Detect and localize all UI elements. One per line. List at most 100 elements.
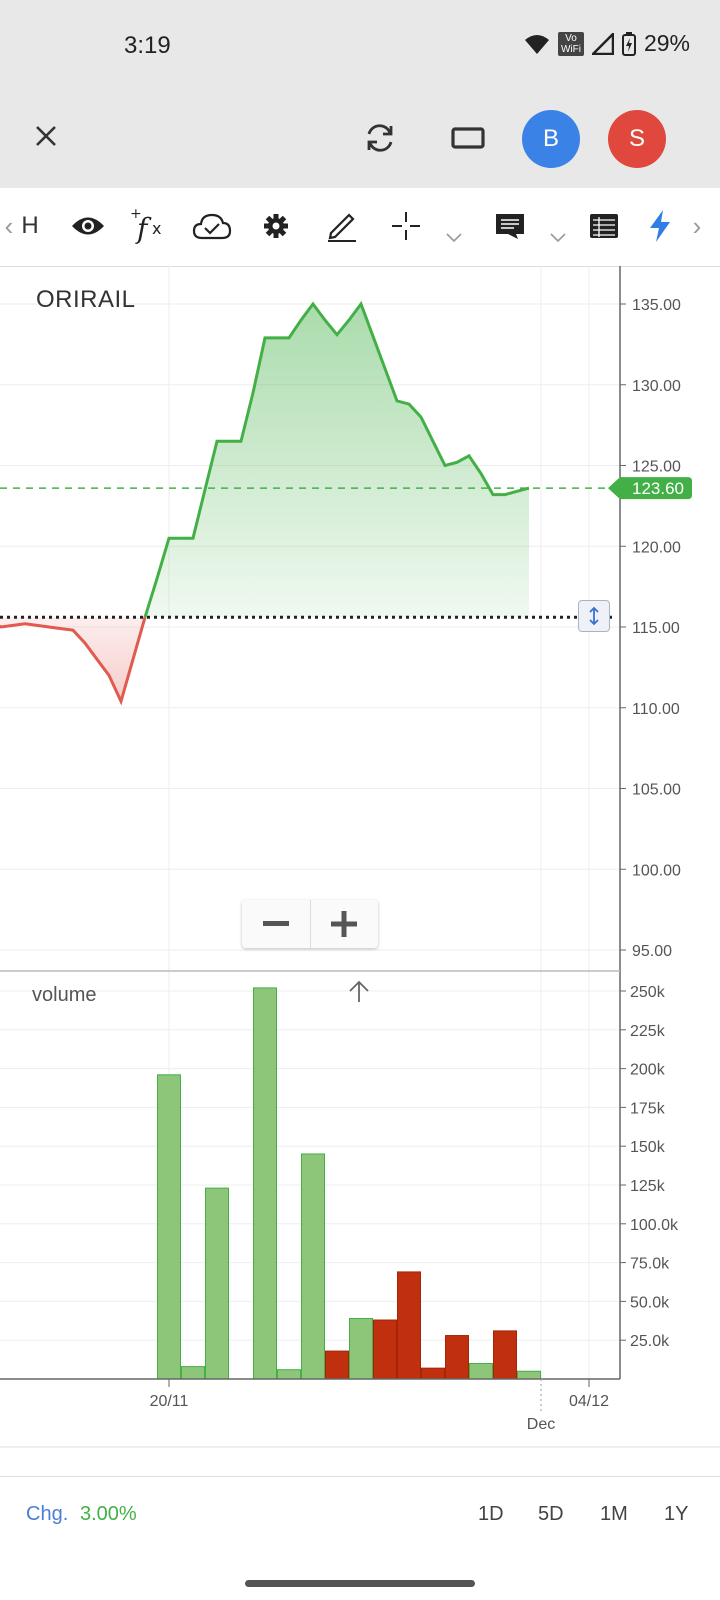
price-tick-label: 105.00 bbox=[632, 782, 681, 799]
pencil-icon bbox=[328, 213, 356, 242]
quick-trade-button[interactable] bbox=[642, 204, 678, 248]
last-price-label: 123.60 bbox=[632, 479, 684, 498]
symbol-label: ORIRAIL bbox=[36, 286, 136, 313]
volume-bar-down[interactable] bbox=[493, 1330, 517, 1380]
price-tick-label: 95.00 bbox=[632, 943, 672, 960]
price-tick-label: 130.00 bbox=[632, 378, 681, 395]
price-tick-label: 125.00 bbox=[632, 459, 681, 476]
plus-icon bbox=[331, 911, 358, 937]
home-indicator bbox=[245, 1580, 475, 1587]
toolbar-scroll-left[interactable]: ‹ bbox=[4, 210, 14, 241]
chevron-down-icon bbox=[550, 233, 566, 243]
settings-button[interactable] bbox=[254, 204, 298, 248]
status-time: 3:19 bbox=[124, 32, 171, 59]
crosshair-icon bbox=[392, 212, 420, 240]
volume-tick-label: 200k bbox=[630, 1062, 666, 1079]
refresh-button[interactable] bbox=[358, 116, 402, 160]
window-icon bbox=[451, 127, 485, 149]
volume-bar-up[interactable] bbox=[181, 1366, 205, 1380]
svg-text:+: + bbox=[130, 206, 142, 222]
last-price-tag bbox=[608, 477, 692, 500]
price-tick-label: 115.00 bbox=[632, 620, 680, 637]
volume-bar-up[interactable] bbox=[277, 1369, 301, 1380]
change-label: Chg. bbox=[26, 1503, 69, 1525]
cloud-save-button[interactable] bbox=[190, 204, 234, 248]
zoom-in-button[interactable] bbox=[311, 900, 379, 948]
volume-bar-up[interactable] bbox=[157, 1074, 181, 1380]
price-line-above-baseline bbox=[143, 300, 530, 618]
zoom-out-button[interactable] bbox=[242, 900, 311, 948]
volume-bar-up[interactable] bbox=[517, 1370, 541, 1380]
chart-canvas[interactable]: 135.00 130.00 125.00 120.00 115.00 110.00 105.… bbox=[0, 266, 720, 1476]
volume-bar-up[interactable] bbox=[253, 987, 277, 1380]
volume-bar-up[interactable] bbox=[469, 1362, 493, 1380]
volume-tick-label: 175k bbox=[630, 1100, 666, 1117]
volume-tick-label: 150k bbox=[630, 1139, 666, 1156]
volume-bar-down[interactable] bbox=[373, 1319, 397, 1380]
svg-text:x: x bbox=[152, 219, 161, 238]
chart-toolbar: ‹ H + f x › bbox=[0, 188, 720, 267]
volume-bar-down[interactable] bbox=[325, 1350, 349, 1380]
price-line-below-baseline bbox=[0, 616, 147, 706]
zoom-controls bbox=[242, 900, 378, 948]
arrow-up-icon bbox=[349, 980, 369, 1002]
price-tick-label: 120.00 bbox=[632, 539, 681, 556]
volume-bar-up[interactable] bbox=[301, 1153, 325, 1380]
volume-tick-label: 25.0k bbox=[630, 1333, 670, 1350]
volume-bar-down[interactable] bbox=[397, 1271, 421, 1380]
chart-area: 135.00 130.00 125.00 120.00 115.00 110.00 105.… bbox=[0, 266, 720, 1476]
volume-tick-label: 75.0k bbox=[630, 1256, 670, 1273]
visibility-button[interactable] bbox=[66, 204, 110, 248]
status-icons: Vo WiFi 29% bbox=[524, 30, 690, 57]
range-1y-button[interactable]: 1Y bbox=[664, 1503, 689, 1525]
indicators-button[interactable]: + f x bbox=[126, 204, 170, 248]
baseline-drag-handle[interactable] bbox=[578, 600, 610, 632]
volume-bar-down[interactable] bbox=[421, 1367, 445, 1380]
battery-percent: 29% bbox=[643, 30, 690, 56]
volume-bar-up[interactable] bbox=[205, 1187, 229, 1380]
draw-button[interactable] bbox=[320, 204, 364, 248]
gear-icon bbox=[264, 214, 288, 238]
signal-icon bbox=[591, 32, 614, 55]
close-button[interactable] bbox=[24, 114, 68, 158]
toolbar-scroll-right[interactable]: › bbox=[692, 210, 702, 241]
x-tick-label: 04/12 bbox=[569, 1393, 609, 1410]
eye-icon bbox=[72, 217, 104, 235]
avatar-s[interactable]: S bbox=[608, 110, 666, 168]
status-bar: 3:19 Vo WiFi 29% bbox=[0, 0, 720, 92]
range-5d-button[interactable]: 5D bbox=[538, 1503, 564, 1525]
comment-button[interactable] bbox=[488, 204, 532, 248]
volume-tick-label: 225k bbox=[630, 1023, 666, 1040]
crosshair-dropdown[interactable] bbox=[442, 216, 466, 260]
comment-dropdown[interactable] bbox=[546, 216, 570, 260]
volume-tick-label: 100.0k bbox=[630, 1217, 679, 1234]
lightning-icon bbox=[650, 210, 670, 242]
volume-bar-down[interactable] bbox=[445, 1335, 469, 1380]
avatar-b[interactable]: B bbox=[522, 110, 580, 168]
vowifi-icon: Vo WiFi bbox=[557, 31, 584, 56]
range-1d-button[interactable]: 1D bbox=[478, 1503, 504, 1525]
range-1m-button[interactable]: 1M bbox=[600, 1503, 628, 1525]
price-area-below-baseline bbox=[0, 617, 145, 702]
wifi-icon bbox=[524, 34, 549, 54]
app-header: B S bbox=[0, 92, 720, 188]
panel-expand-button[interactable] bbox=[346, 978, 372, 1004]
cloud-check-icon bbox=[192, 213, 232, 240]
chevron-down-icon bbox=[446, 233, 462, 243]
volume-bar-up[interactable] bbox=[349, 1317, 373, 1380]
minus-icon bbox=[262, 921, 289, 926]
price-tick-label: 110.00 bbox=[632, 701, 680, 718]
window-button[interactable] bbox=[446, 116, 490, 160]
svg-text:f: f bbox=[135, 212, 152, 245]
x-tick-month-label: Dec bbox=[527, 1416, 555, 1433]
close-icon bbox=[36, 126, 56, 146]
data-table-button[interactable] bbox=[582, 204, 626, 248]
toolbar-item-partial[interactable]: H bbox=[21, 212, 39, 239]
volume-panel-label: volume bbox=[32, 984, 97, 1006]
function-icon: +f x bbox=[130, 206, 161, 245]
chart-footer: Chg. 3.00% 1D 5D 1M 1Y bbox=[0, 1476, 720, 1557]
crosshair-button[interactable] bbox=[386, 204, 426, 248]
battery-icon bbox=[621, 31, 636, 56]
change-value: 3.00% bbox=[80, 1503, 137, 1525]
x-tick-label: 20/11 bbox=[150, 1393, 189, 1410]
